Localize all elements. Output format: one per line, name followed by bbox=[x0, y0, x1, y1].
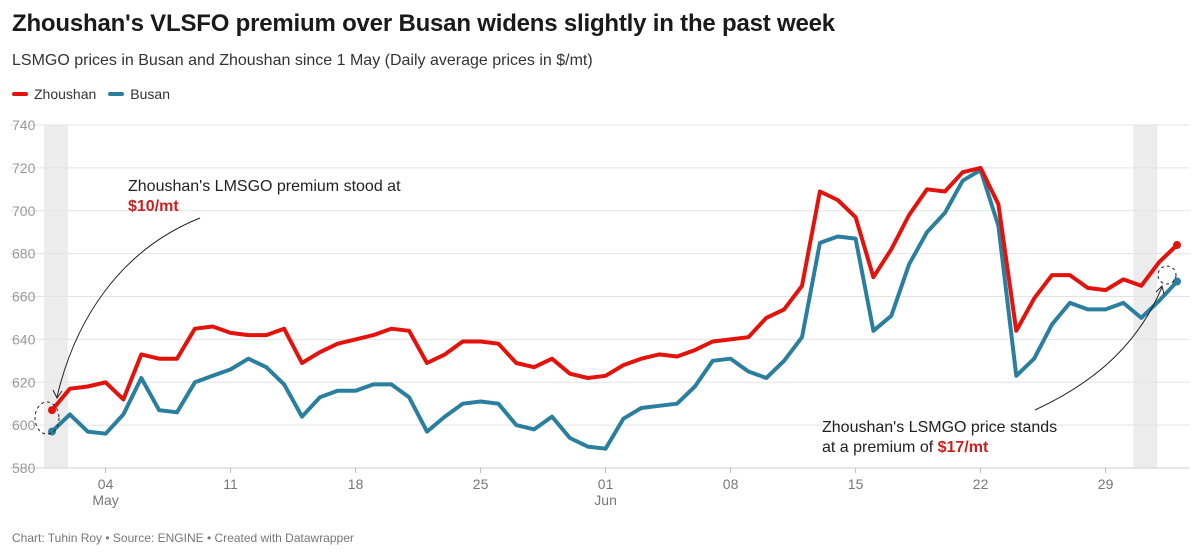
legend-item-zhoushan: Zhoushan bbox=[12, 86, 96, 102]
x-tick-label: 11 bbox=[223, 476, 238, 492]
series-start-point-busan bbox=[48, 427, 56, 436]
legend-swatch-busan bbox=[108, 92, 125, 96]
y-tick-label: 680 bbox=[12, 246, 36, 262]
series-start-point-zhoushan bbox=[48, 406, 56, 415]
annotation-end-arrow bbox=[1034, 286, 1163, 411]
chart-footer: Chart: Tuhin Roy • Source: ENGINE • Crea… bbox=[12, 531, 354, 545]
x-tick-label: 01 bbox=[598, 476, 614, 492]
annotation-start-text: Zhoushan's LMSGO premium stood at bbox=[128, 178, 401, 195]
x-tick-label: 18 bbox=[348, 476, 364, 492]
y-tick-label: 740 bbox=[12, 117, 36, 133]
y-tick-label: 620 bbox=[12, 374, 36, 390]
legend-label-zhoushan: Zhoushan bbox=[34, 86, 97, 102]
annotation-end-circle bbox=[1157, 265, 1177, 285]
y-tick-label: 580 bbox=[12, 460, 36, 476]
x-tick-label: 15 bbox=[848, 476, 864, 492]
y-tick-label: 600 bbox=[12, 417, 36, 433]
annotation-start-arrow bbox=[56, 217, 201, 398]
annotation-start-arrowhead bbox=[52, 389, 63, 399]
y-tick-label: 660 bbox=[12, 289, 36, 305]
chart-subtitle: LSMGO prices in Busan and Zhoushan since… bbox=[12, 52, 593, 69]
x-tick-label: 08 bbox=[723, 476, 739, 492]
y-tick-label: 700 bbox=[12, 203, 36, 219]
y-tick-label: 640 bbox=[12, 331, 36, 347]
series-end-point-zhoushan bbox=[1173, 241, 1181, 250]
annotation-end-text-line2: at a premium of $17/mt bbox=[822, 439, 989, 456]
legend: Zhoushan Busan bbox=[12, 86, 170, 102]
series-line-zhoushan bbox=[50, 165, 1179, 413]
x-tick-label: 25 bbox=[473, 476, 489, 492]
annotation-end-highlight: $17/mt bbox=[938, 439, 989, 456]
x-tick-label: 22 bbox=[973, 476, 989, 492]
series-end-point-busan bbox=[1173, 277, 1181, 286]
annotation-start-circle bbox=[34, 401, 60, 435]
x-tick-sublabel: Jun bbox=[594, 492, 617, 508]
y-tick-label: 720 bbox=[12, 160, 36, 176]
legend-swatch-zhoushan bbox=[12, 92, 28, 96]
annotation-end-arrowhead bbox=[1155, 285, 1165, 295]
x-tick-sublabel: May bbox=[92, 492, 118, 508]
legend-item-busan: Busan bbox=[108, 86, 170, 102]
series-line-busan bbox=[50, 168, 1179, 451]
annotation-end-text-prefix: at a premium of bbox=[822, 439, 938, 456]
x-tick-label: 29 bbox=[1098, 476, 1114, 492]
chart-title: Zhoushan's VLSFO premium over Busan wide… bbox=[12, 10, 835, 37]
annotation-end-text-line1: Zhoushan's LSMGO price stands bbox=[822, 419, 1057, 436]
annotation-start-highlight: $10/mt bbox=[128, 198, 179, 215]
legend-label-busan: Busan bbox=[130, 86, 170, 102]
x-tick-label: 04 bbox=[98, 476, 114, 492]
